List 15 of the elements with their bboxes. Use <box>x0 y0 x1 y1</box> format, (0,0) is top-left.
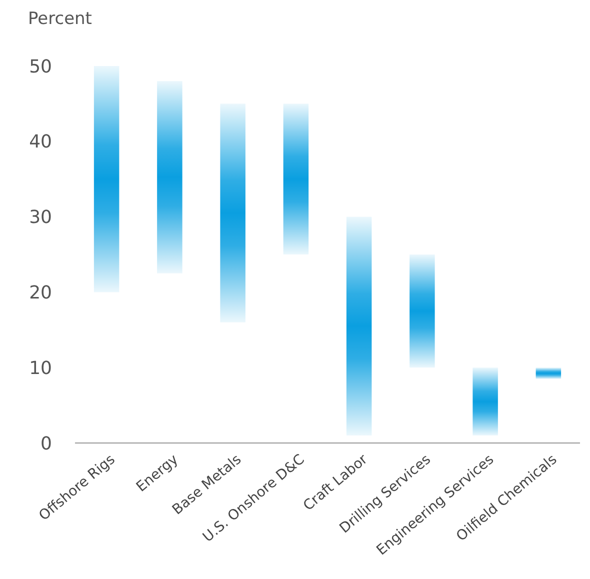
y-tick-label: 40 <box>29 132 52 153</box>
bar <box>220 104 246 322</box>
bar <box>157 81 182 274</box>
y-tick-label: 0 <box>40 433 52 454</box>
bar <box>410 254 435 368</box>
y-tick-label: 50 <box>29 56 52 78</box>
y-tick-label: 10 <box>29 358 52 379</box>
y-axis-title: Percent <box>28 9 92 29</box>
y-tick-label: 30 <box>29 207 52 228</box>
bar <box>94 66 120 292</box>
bar <box>536 368 562 379</box>
bar <box>472 368 498 436</box>
bar <box>346 216 372 436</box>
y-tick-label: 20 <box>29 282 52 304</box>
bar <box>283 104 309 254</box>
